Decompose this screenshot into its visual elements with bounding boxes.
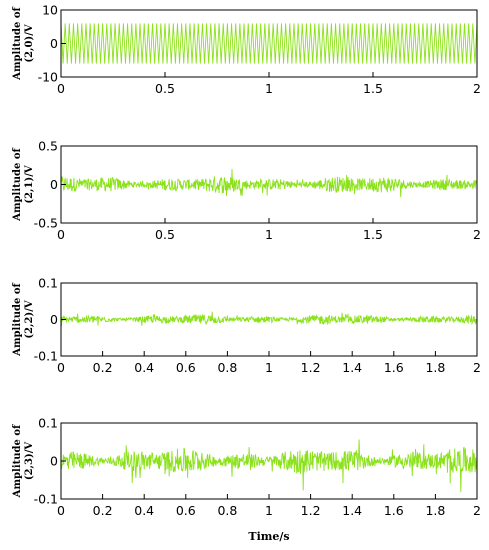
x-tick-label: 1.6 [384,360,404,375]
y-tick-label: 0 [50,36,58,51]
x-tick-label: 1 [265,227,273,242]
x-tick-label: 0.5 [155,81,175,96]
y-axis-label-line: (2,3)/V [24,442,35,481]
x-tick-label: 2 [473,360,481,375]
chart-panel-3: 0 0.2 0.4 0.6 0.8 1 1.2 1.4 1.6 1.8 20.10-0.1Ampli… [12,416,481,519]
x-tick-label: 2 [473,227,481,242]
x-tick-label: 1 [265,360,273,375]
y-axis-label-line: Amplitude of [12,147,23,221]
x-tick-label: 1.2 [301,360,321,375]
x-tick-label: 1.8 [425,503,445,518]
y-axis-label-1: Amplitude of (2,1)/V [12,147,35,221]
x-tick-label: 0.2 [93,503,113,518]
y-axis-label-line: Amplitude of [12,282,23,356]
x-tick-label: 2 [473,503,481,518]
y-tick-label: -0.5 [34,216,58,231]
x-tick-label: 0 [57,360,65,375]
y-axis-label-line: (2,0)/V [24,24,35,63]
y-axis-label-line: Amplitude of [12,424,23,498]
x-tick-label: 0.8 [217,503,237,518]
y-tick-label: 0 [50,454,58,469]
x-tick-label: 1.8 [425,360,445,375]
chart-panel-2: 0 0.2 0.4 0.6 0.8 1 1.2 1.4 1.6 1.8 20.10-0.1Ampli… [12,276,481,376]
x-axis-label: Time/s [248,530,289,543]
x-tick-label: 1 [265,81,273,96]
x-tick-label: 1.5 [363,227,383,242]
y-tick-label: 0.1 [38,276,58,291]
x-tick-label: 1.2 [301,503,321,518]
y-tick-label: 10 [42,3,58,18]
y-tick-label: 0.5 [38,139,58,154]
x-tick-label: 1.4 [342,360,362,375]
x-tick-label: 0.4 [134,360,154,375]
x-tick-label: 1 [265,503,273,518]
x-tick-label: 0.6 [176,360,196,375]
x-tick-label: 0.5 [155,227,175,242]
x-tick-label: 0 [57,81,65,96]
y-tick-label: 0 [50,312,58,327]
y-axis-label-line: Amplitude of [12,6,23,80]
x-tick-label: 0.2 [93,360,113,375]
x-tick-label: 1.4 [342,503,362,518]
x-tick-label: 0.4 [134,503,154,518]
signal-trace-1 [60,169,478,198]
x-tick-label: 0.8 [217,360,237,375]
x-tick-label: 2 [473,81,481,96]
y-axis-label-line: (2,1)/V [24,165,35,204]
y-axis-label-line: (2,2)/V [24,300,35,339]
y-tick-label: -0.1 [34,349,58,364]
y-axis-label-3: Amplitude of (2,3)/V [12,424,35,498]
y-tick-label: 0.1 [38,416,58,431]
axes-frame-0 [60,9,478,78]
signal-trace-0 [60,23,478,64]
x-tick-label: 0.6 [176,503,196,518]
y-axis-label-0: Amplitude of (2,0)/V [12,6,35,80]
y-tick-label: -10 [38,70,58,85]
x-tick-label: 0 [57,227,65,242]
signal-trace-3 [60,439,478,493]
x-tick-label: 0 [57,503,65,518]
y-tick-label: -0.1 [34,492,58,507]
x-tick-label: 1.6 [384,503,404,518]
x-tick-label: 1.5 [363,81,383,96]
signal-trace-2 [60,311,478,327]
y-axis-label-2: Amplitude of (2,2)/V [12,282,35,356]
y-tick-label: 0 [50,177,58,192]
